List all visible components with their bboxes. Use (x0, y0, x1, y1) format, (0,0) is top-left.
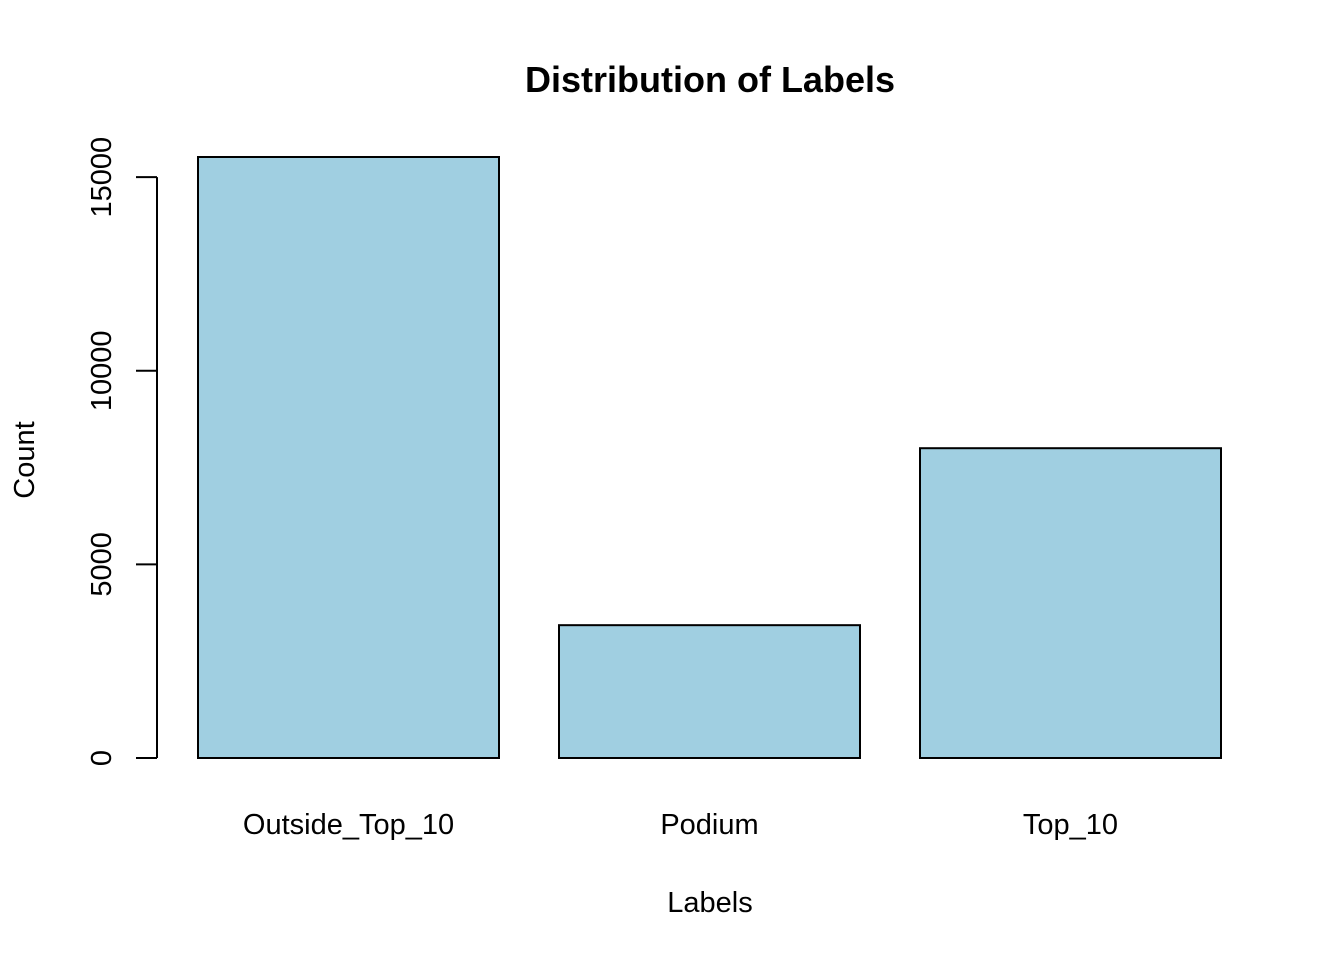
y-tick-label: 0 (86, 750, 118, 766)
bar-podium (558, 624, 861, 759)
bars-group (197, 156, 1222, 759)
x-category-label: Outside_Top_10 (243, 809, 454, 841)
x-category-label: Podium (660, 809, 758, 841)
y-tick-label: 10000 (86, 330, 118, 411)
x-category-labels: Outside_Top_10 Podium Top_10 (243, 809, 1118, 841)
bar-top-10 (919, 447, 1222, 759)
chart-title: Distribution of Labels (525, 59, 895, 100)
x-axis-label: Labels (667, 887, 752, 919)
x-category-label: Top_10 (1023, 809, 1118, 841)
y-axis: 0 5000 10000 15000 (86, 137, 158, 766)
y-tick-label: 5000 (86, 532, 118, 597)
bar-outside-top-10 (197, 156, 500, 759)
y-tick-label: 15000 (86, 137, 118, 218)
y-axis-label: Count (9, 421, 41, 498)
